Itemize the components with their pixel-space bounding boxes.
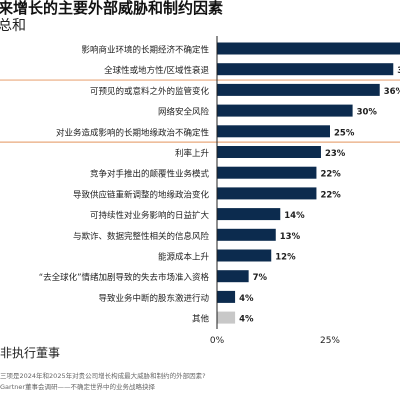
bar — [217, 42, 400, 55]
category-label: 其他 — [192, 314, 210, 325]
category-label: 可持续性对业务影响的日益扩大 — [90, 210, 210, 221]
bar-value-label: 14% — [284, 211, 305, 221]
bar — [217, 104, 353, 117]
category-label: 利率上升 — [175, 148, 210, 159]
bar-value-label: 7% — [253, 273, 268, 283]
source-note: Gartner董事会调研——不确定世界中的业务战略抉择 — [0, 383, 156, 391]
bar — [217, 166, 317, 179]
category-label: 全球性或地方性/区域性衰退 — [104, 65, 209, 76]
category-label: 与欺诈、数据完整性相关的信息风险 — [73, 231, 210, 242]
x-tick-label: 0% — [210, 336, 225, 346]
bar — [217, 290, 236, 303]
bar-value-label: 22% — [320, 190, 341, 200]
bar-value-label: 4% — [239, 315, 254, 325]
bar-value-label: 12% — [275, 253, 296, 263]
bar-value-label: 13% — [280, 232, 301, 242]
bar — [217, 125, 330, 138]
bar — [217, 270, 249, 283]
survey-question-note: 三项是2024年和2025年对贵公司增长构成最大威胁和制约的外部因素? — [0, 372, 206, 380]
bar-value-label: 23% — [325, 149, 346, 159]
bar — [217, 311, 236, 324]
category-label: 能源成本上升 — [158, 252, 210, 263]
chart-subtitle: 总和 — [0, 18, 26, 34]
category-label: 导致供应链重新调整的地缘政治变化 — [73, 189, 210, 200]
chart-title: 来增长的主要外部威胁和制约因素 — [0, 0, 224, 17]
bar-value-label: 30% — [357, 108, 378, 118]
category-label: 影响商业环境的长期经济不确定性 — [81, 45, 209, 56]
bar-value-label: 25% — [334, 128, 355, 138]
bar — [217, 249, 272, 262]
category-label: 对业务造成影响的长期地缘政治不确定性 — [56, 127, 210, 138]
category-label: 网络安全风险 — [158, 107, 210, 118]
bar-value-label: 36% — [384, 87, 400, 97]
respondent-group-label: 非执行董事 — [0, 346, 61, 360]
bar-value-label: 39% — [397, 66, 400, 76]
category-label: 竞争对手推出的颠覆性业务模式 — [90, 169, 210, 180]
bar — [217, 187, 317, 200]
bar-value-label: 22% — [320, 170, 341, 180]
bar — [217, 146, 321, 158]
bar — [217, 208, 281, 221]
category-label: “去全球化”情绪加剧导致的失去市场准入资格 — [39, 272, 210, 283]
bar-value-label: 4% — [239, 294, 254, 304]
bar — [217, 63, 394, 76]
bar — [217, 228, 276, 241]
x-tick-label: 25% — [320, 336, 340, 346]
bar — [217, 83, 380, 96]
category-label: 可预见的或意料之外的监管变化 — [90, 86, 210, 97]
category-label: 导致业务中断的股东激进行动 — [98, 293, 209, 304]
